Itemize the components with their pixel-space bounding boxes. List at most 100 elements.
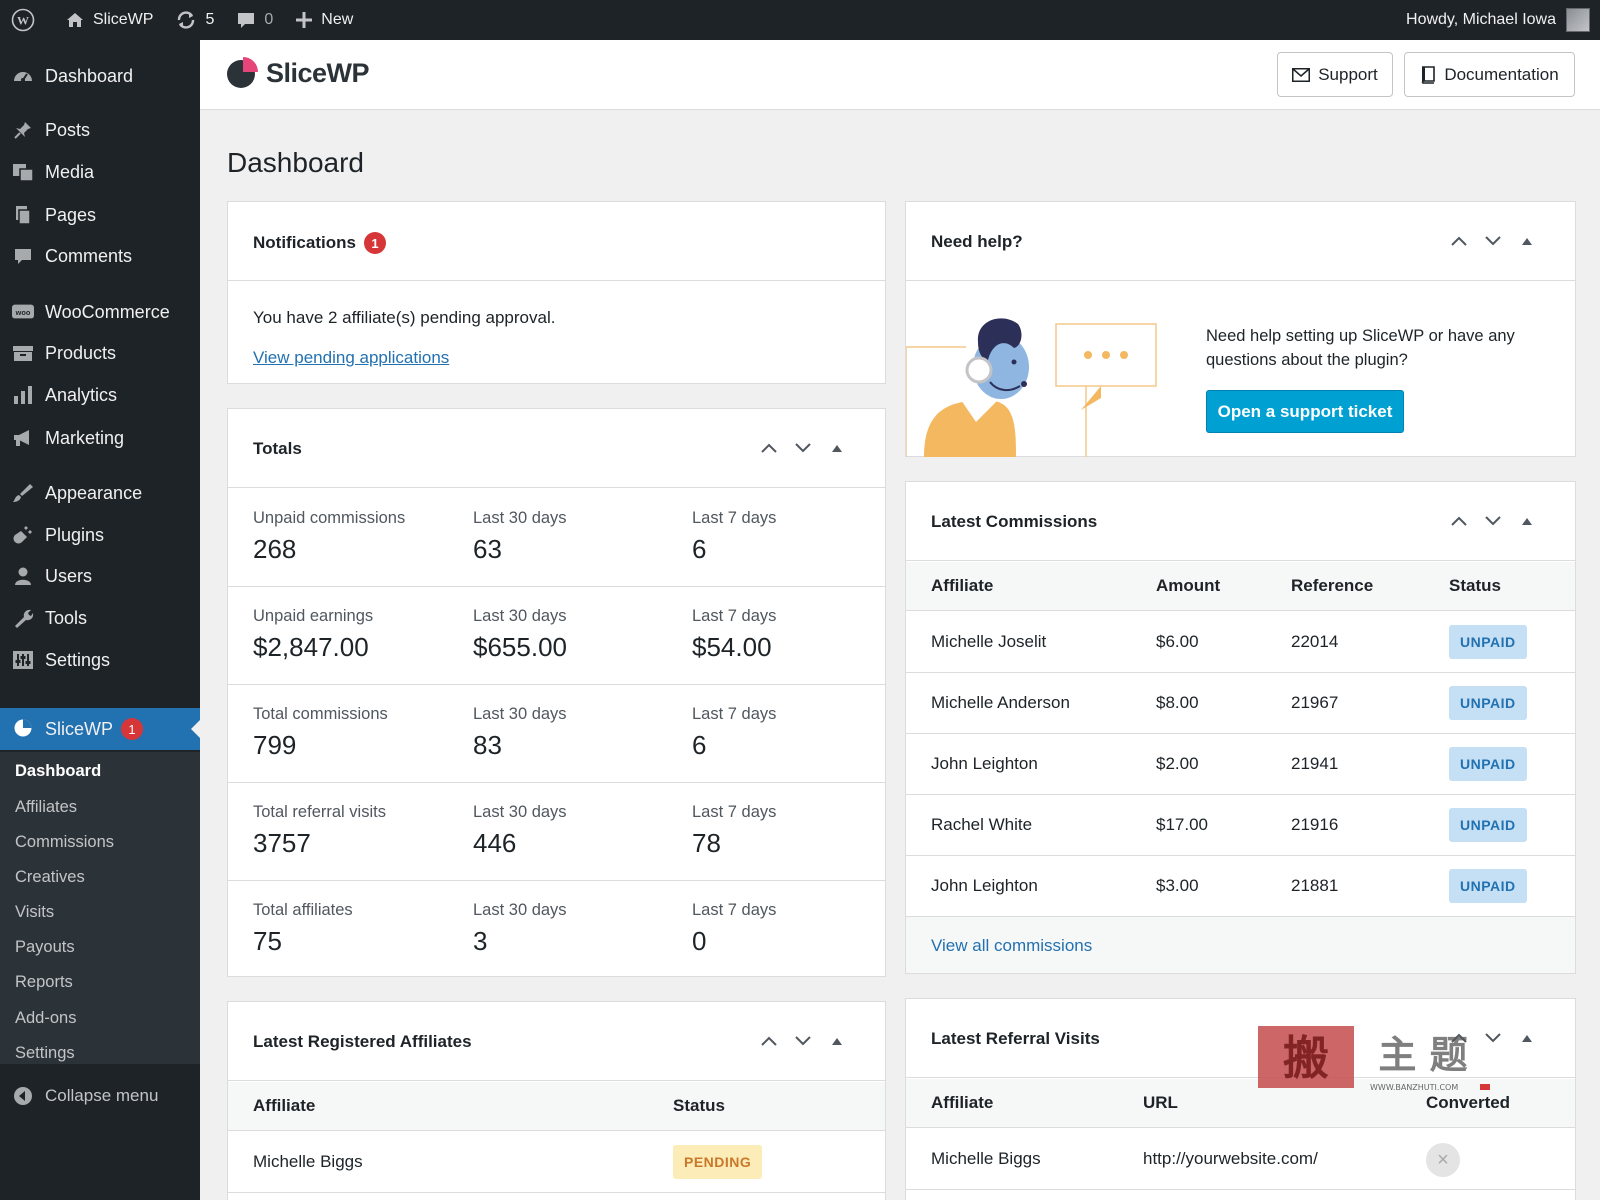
last-7-cell: Last 7 days 78 (692, 803, 776, 859)
menu-label: WooCommerce (45, 301, 170, 322)
menu-marketing[interactable]: Marketing (0, 418, 200, 458)
new-content-link[interactable]: New (284, 0, 364, 40)
open-support-ticket-button[interactable]: Open a support ticket (1206, 390, 1404, 433)
card-controls (1449, 231, 1537, 251)
total-value: 0 (692, 926, 707, 956)
collapse-menu-button[interactable]: Collapse menu (0, 1076, 200, 1116)
table-row: John Leighton $3.00 21881 UNPAID (906, 856, 1575, 917)
svg-text:主 题: 主 题 (1378, 1033, 1467, 1077)
menu-slicewp[interactable]: SliceWP 1 (0, 708, 200, 750)
submenu-reports[interactable]: Reports (15, 973, 73, 991)
total-label: Total referral visits (253, 803, 386, 821)
affiliate-link[interactable]: John Leighton (931, 876, 1038, 895)
menu-analytics[interactable]: Analytics (0, 375, 200, 415)
move-down-icon[interactable] (1483, 511, 1503, 531)
submenu-payouts[interactable]: Payouts (15, 938, 75, 956)
affiliate-link[interactable]: Michelle Anderson (931, 693, 1070, 712)
table-header: Affiliate Status (228, 1082, 885, 1131)
menu-media[interactable]: Media (0, 152, 200, 192)
totals-body: Unpaid commissions 268 Last 30 days 63 Las… (228, 489, 885, 976)
submenu-affiliates[interactable]: Affiliates (15, 798, 78, 816)
move-down-icon[interactable] (793, 1031, 813, 1051)
column-header: Status (1449, 576, 1501, 595)
column-header: Amount (1156, 576, 1221, 595)
view-all-commissions-link[interactable]: View all commissions (931, 936, 1093, 955)
total-label: Last 30 days (473, 607, 567, 625)
view-pending-link[interactable]: View pending applications (253, 348, 450, 367)
reference-cell: 21941 (1291, 754, 1339, 773)
toggle-panel-icon[interactable] (1517, 231, 1537, 251)
menu-dashboard[interactable]: Dashboard (0, 56, 200, 96)
last-30-cell: Last 30 days $655.00 (473, 607, 567, 663)
wordpress-logo-button[interactable]: W (0, 0, 54, 40)
updates-link[interactable]: 5 (164, 0, 225, 40)
products-icon (12, 343, 34, 363)
submenu-add-ons[interactable]: Add-ons (15, 1009, 77, 1027)
support-button[interactable]: Support (1277, 52, 1393, 97)
menu-appearance[interactable]: Appearance (0, 473, 200, 513)
notifications-title: Notifications (253, 233, 356, 252)
card-header: Notifications 1 (228, 202, 885, 281)
toggle-panel-icon[interactable] (1517, 511, 1537, 531)
affiliate-link[interactable]: John Leighton (931, 754, 1038, 773)
table-row: Rachel White $17.00 21916 UNPAID (906, 795, 1575, 856)
total-cell: Total affiliates 75 (253, 901, 353, 957)
move-down-icon[interactable] (1483, 231, 1503, 251)
status-badge: UNPAID (1449, 808, 1527, 842)
reference-cell: 22014 (1291, 632, 1339, 651)
menu-label: Analytics (45, 384, 118, 405)
menu-pages[interactable]: Pages (0, 195, 200, 235)
logo-text: SliceWP (266, 57, 370, 88)
affiliate-link[interactable]: Michelle Biggs (931, 1149, 1041, 1168)
table-row: Michelle Anderson $8.00 21967 UNPAID (906, 673, 1575, 734)
move-up-icon[interactable] (759, 438, 779, 458)
referral-url-link[interactable]: http://yourwebsite.com/ (1143, 1149, 1318, 1168)
status-badge: UNPAID (1449, 747, 1527, 781)
menu-settings[interactable]: Settings (0, 640, 200, 680)
menu-products[interactable]: Products (0, 333, 200, 373)
menu-plugins[interactable]: Plugins (0, 515, 200, 555)
comments-link[interactable]: 0 (225, 0, 284, 40)
site-name-link[interactable]: SliceWP (54, 0, 164, 40)
menu-label: Products (45, 342, 117, 363)
menu-woocommerce[interactable]: woo WooCommerce (0, 292, 200, 332)
support-agent-illustration (906, 318, 1157, 457)
move-up-icon[interactable] (1449, 231, 1469, 251)
notifications-card: Notifications 1 You have 2 affiliate(s) … (227, 201, 886, 384)
menu-label: Plugins (45, 524, 105, 545)
menu-tools[interactable]: Tools (0, 598, 200, 638)
refresh-icon (178, 11, 195, 29)
total-label: Last 30 days (473, 901, 567, 919)
menu-posts[interactable]: Posts (0, 110, 200, 150)
move-up-icon[interactable] (759, 1031, 779, 1051)
move-down-icon[interactable] (793, 438, 813, 458)
toggle-panel-icon[interactable] (827, 1031, 847, 1051)
menu-comments[interactable]: Comments (0, 236, 200, 276)
affiliate-link[interactable]: Michelle Biggs (253, 1152, 363, 1171)
table-header: Affiliate Amount Reference Status (906, 562, 1575, 611)
move-up-icon[interactable] (1449, 511, 1469, 531)
howdy-text: Howdy, Michael Iowa (1406, 11, 1556, 28)
move-up-icon[interactable] (1449, 1028, 1469, 1048)
documentation-button[interactable]: Documentation (1404, 52, 1575, 97)
toggle-panel-icon[interactable] (1517, 1028, 1537, 1048)
banzhuti-watermark-logo: 搬 主 题 WWW.BANZHUTI.COM (1258, 1026, 1490, 1092)
affiliate-link[interactable]: Michelle Joselit (931, 632, 1047, 651)
account-menu[interactable]: Howdy, Michael Iowa (1395, 0, 1600, 40)
toggle-panel-icon[interactable] (827, 438, 847, 458)
submenu-dashboard[interactable]: Dashboard (15, 762, 102, 780)
menu-users[interactable]: Users (0, 556, 200, 596)
submenu-visits[interactable]: Visits (15, 903, 55, 921)
table-header: Affiliate URL Converted (906, 1079, 1575, 1128)
affiliate-link[interactable]: Rachel White (931, 815, 1033, 834)
total-cell: Unpaid commissions 268 (253, 509, 405, 565)
submenu-creatives[interactable]: Creatives (15, 868, 85, 886)
submenu-commissions[interactable]: Commissions (15, 833, 115, 851)
total-value: 83 (473, 730, 502, 760)
card-header: Latest Registered Affiliates (228, 1002, 885, 1081)
move-down-icon[interactable] (1483, 1028, 1503, 1048)
menu-label: Marketing (45, 427, 125, 448)
total-value: 268 (253, 534, 297, 564)
menu-label: Tools (45, 607, 88, 628)
submenu-settings[interactable]: Settings (15, 1044, 75, 1062)
